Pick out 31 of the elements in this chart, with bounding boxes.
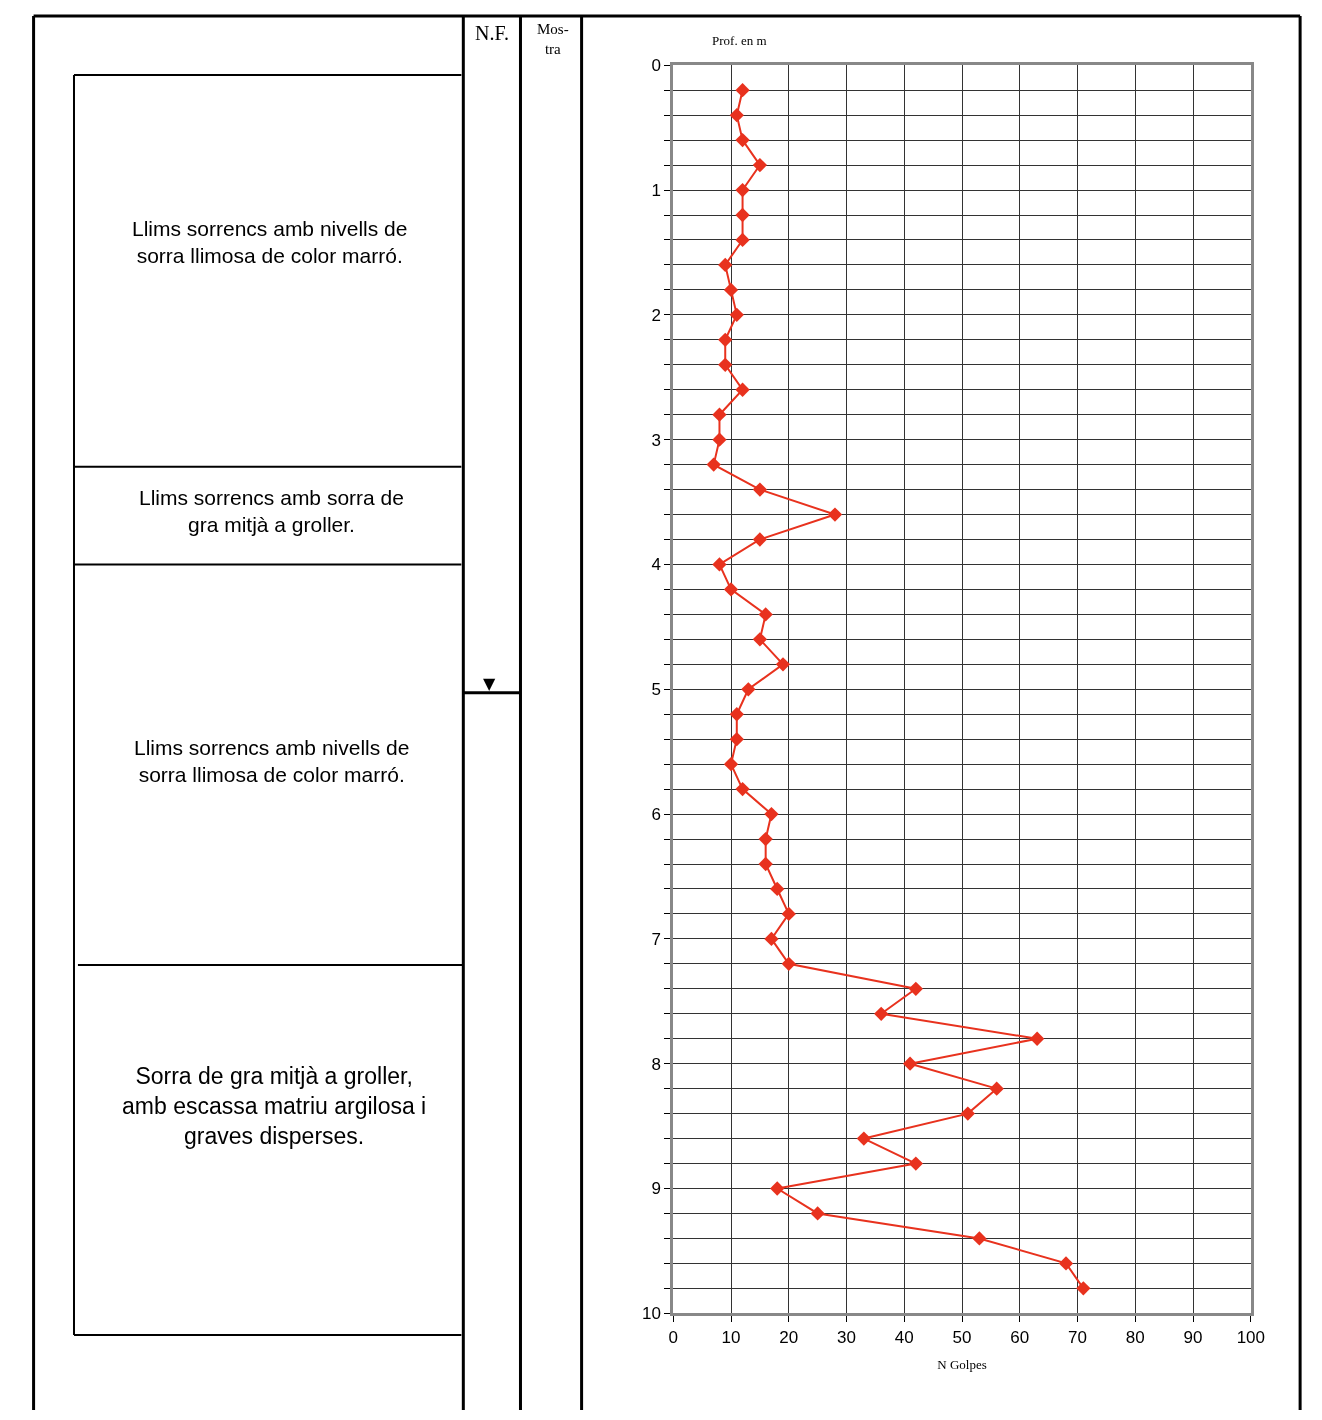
x-tick-label: 20 bbox=[779, 1327, 799, 1347]
text: ▼ bbox=[483, 674, 496, 693]
y-tick-label: 0 bbox=[651, 56, 661, 76]
text: Mos- tra bbox=[537, 21, 569, 57]
text: Llims sorrencs amb nivells de sorra llimosa de color marró. bbox=[132, 217, 408, 268]
x-tick-label: 70 bbox=[1068, 1327, 1088, 1347]
y-tick-label: 10 bbox=[641, 1304, 661, 1324]
y-axis-title: Prof. en m bbox=[712, 33, 767, 48]
x-tick-label: 80 bbox=[1125, 1327, 1145, 1347]
text: N.F. bbox=[475, 22, 509, 44]
x-tick-label: 60 bbox=[1010, 1327, 1030, 1347]
y-tick-label: 3 bbox=[651, 430, 661, 450]
text: Sorra de gra mitjà a groller, amb escassa matriu argilosa i graves disperses. bbox=[122, 1063, 427, 1149]
x-tick-label: 90 bbox=[1183, 1327, 1203, 1347]
text: Llims sorrencs amb sorra de gra mitjà a groller. bbox=[139, 486, 404, 537]
x-tick-label: 10 bbox=[721, 1327, 741, 1347]
y-tick-label: 9 bbox=[651, 1179, 661, 1199]
x-tick-label: 30 bbox=[837, 1327, 856, 1347]
y-tick-label: 8 bbox=[651, 1054, 661, 1074]
x-tick-label: 0 bbox=[668, 1327, 678, 1347]
y-tick-label: 6 bbox=[651, 805, 661, 825]
y-tick-label: 4 bbox=[651, 555, 661, 575]
y-tick-label: 2 bbox=[651, 305, 661, 325]
y-tick-label: 5 bbox=[651, 680, 661, 700]
y-tick-label: 1 bbox=[651, 181, 661, 200]
x-tick-label: 50 bbox=[952, 1327, 972, 1347]
x-tick-label: 100 bbox=[1236, 1327, 1266, 1347]
y-tick-label: 7 bbox=[651, 929, 661, 949]
text: Llims sorrencs amb nivells de sorra llimosa de color marró. bbox=[134, 736, 410, 787]
x-tick-label: 40 bbox=[894, 1327, 914, 1347]
x-axis-title: N Golpes bbox=[937, 1357, 987, 1373]
